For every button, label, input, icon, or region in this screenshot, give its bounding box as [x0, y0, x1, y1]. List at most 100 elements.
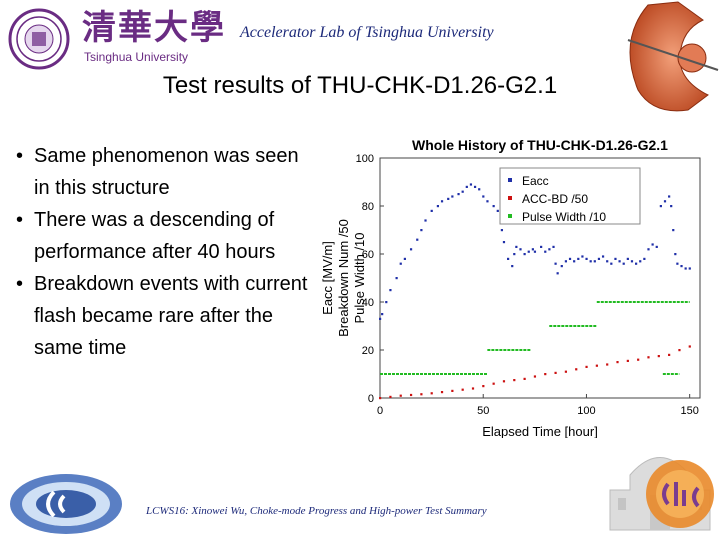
data-point — [554, 262, 557, 265]
data-point — [577, 257, 580, 260]
bullet-item: • There was a descending of performance a… — [14, 204, 314, 268]
data-point — [409, 393, 413, 397]
data-point — [647, 248, 650, 251]
data-point — [663, 200, 667, 203]
legend-label: ACC-BD /50 — [522, 192, 588, 206]
data-point — [581, 255, 584, 258]
data-point — [573, 260, 576, 263]
data-point — [643, 257, 646, 260]
data-point — [618, 260, 621, 263]
data-point — [496, 209, 499, 212]
chart-ticks: 0 20 40 60 80 100 0 50 100 150 — [356, 153, 699, 417]
data-point — [655, 245, 658, 248]
data-point — [395, 277, 398, 280]
x-tick-label: 150 — [680, 405, 698, 417]
y-axis-label: Pulse Width /10 — [352, 232, 367, 323]
data-point — [440, 200, 444, 203]
data-point — [389, 289, 392, 292]
data-point — [670, 205, 673, 208]
legend-swatch — [508, 214, 512, 218]
chart-legend: Eacc ACC-BD /50 Pulse Width /10 — [499, 167, 641, 225]
x-tick-label: 100 — [577, 405, 595, 417]
data-point — [630, 260, 634, 263]
data-point — [478, 188, 481, 191]
y-tick-label: 80 — [362, 201, 374, 213]
slide-title: Test results of THU-CHK-D1.26-G2.1 — [162, 72, 558, 99]
data-point — [556, 272, 559, 275]
data-point — [688, 267, 691, 270]
data-point — [420, 393, 423, 396]
data-point — [684, 267, 687, 270]
data-point — [688, 345, 691, 348]
data-point — [379, 397, 382, 400]
y-axis-labels: Eacc [MV/m] Breakdown Num /50 Pulse Width … — [320, 219, 367, 337]
data-point — [507, 257, 510, 260]
data-point — [564, 260, 568, 263]
legend-box — [499, 167, 641, 225]
tsinghua-seal-icon — [8, 8, 70, 70]
data-point — [523, 377, 526, 380]
bullet-item: • Breakdown events with current flash bec… — [14, 268, 314, 364]
data-point — [672, 229, 675, 232]
legend-swatch — [508, 178, 512, 182]
data-point — [416, 238, 419, 241]
data-point — [461, 190, 464, 193]
data-point — [639, 260, 642, 263]
data-point — [409, 248, 413, 251]
data-point — [482, 385, 485, 388]
data-point — [595, 364, 598, 367]
data-point — [564, 370, 568, 373]
data-point — [659, 205, 662, 208]
data-point — [461, 388, 464, 391]
data-point — [465, 185, 468, 188]
data-point — [575, 368, 578, 371]
history-chart: Whole History of THU-CHK-D1.26-G2.1 Elap… — [320, 137, 701, 438]
bullet-item: • Same phenomenon was seen in this struct… — [14, 140, 314, 204]
data-point — [502, 241, 506, 244]
y-axis-label: Eacc [MV/m] — [320, 241, 335, 315]
data-point — [482, 195, 485, 198]
data-point — [436, 205, 440, 208]
x-tick-label: 0 — [377, 405, 383, 417]
footer-citation: LCWS16: Xinowei Wu, Choke-mode Progress … — [146, 505, 487, 517]
data-point — [513, 253, 516, 256]
data-point — [610, 262, 613, 265]
data-point — [616, 361, 619, 364]
data-point — [678, 349, 681, 352]
data-point — [469, 183, 473, 186]
data-point — [511, 265, 514, 268]
lab-logo-icon — [10, 474, 122, 534]
data-point — [403, 257, 406, 260]
data-point — [533, 250, 537, 253]
data-point — [381, 313, 384, 316]
data-point — [606, 363, 609, 366]
legend-label: Pulse Width /10 — [522, 210, 606, 224]
tsinghua-chinese-logo: 清華大學 — [82, 8, 226, 48]
data-point — [668, 195, 671, 198]
data-point — [451, 195, 454, 198]
data-point — [531, 248, 534, 251]
y-tick-label: 40 — [362, 297, 374, 309]
data-point — [399, 394, 402, 397]
data-point — [447, 197, 450, 200]
data-point — [601, 255, 605, 258]
data-point — [606, 260, 609, 263]
data-point — [523, 253, 526, 256]
data-point — [597, 257, 601, 260]
data-point — [568, 257, 572, 260]
data-point — [424, 219, 427, 222]
data-point — [440, 391, 444, 394]
bullet-dot-icon: • — [16, 209, 24, 231]
data-point — [430, 392, 433, 395]
data-point — [674, 253, 677, 256]
data-point — [540, 245, 543, 248]
data-point — [519, 248, 522, 251]
y-tick-label: 20 — [362, 345, 374, 357]
data-point — [486, 200, 489, 203]
data-point — [560, 265, 563, 268]
data-point — [585, 365, 588, 368]
bullet-dot-icon: • — [16, 273, 24, 295]
bullet-dot-icon: • — [16, 145, 24, 167]
legend-label: Eacc — [522, 174, 549, 188]
data-point — [548, 248, 551, 251]
